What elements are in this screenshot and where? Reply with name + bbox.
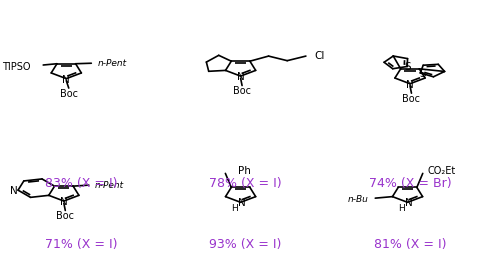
Text: Boc: Boc [60,88,78,98]
Text: TIPSO: TIPSO [2,62,30,72]
Text: Boc: Boc [233,86,251,96]
Text: n-Bu: n-Bu [348,194,369,203]
Text: N: N [406,80,414,89]
Text: N: N [237,72,245,82]
Text: 93% (X = I): 93% (X = I) [209,237,282,250]
Text: S: S [404,62,410,72]
Text: n-Pent: n-Pent [97,59,127,68]
Text: CO₂Et: CO₂Et [427,166,456,176]
Text: N: N [10,185,18,195]
Text: Cl: Cl [315,51,325,61]
Text: H: H [398,204,405,213]
Text: 74% (X = Br): 74% (X = Br) [369,177,451,189]
Text: N: N [62,74,70,84]
Text: Boc: Boc [403,93,420,103]
Text: 71% (X = I): 71% (X = I) [45,237,117,250]
Text: Boc: Boc [56,210,74,220]
Text: N: N [60,196,68,206]
Text: N: N [238,197,246,207]
Text: n-Pent: n-Pent [95,180,124,189]
Text: S: S [419,69,426,79]
Text: Ph: Ph [238,165,250,175]
Text: 83% (X = I): 83% (X = I) [45,177,117,189]
Text: 78% (X = I): 78% (X = I) [209,177,282,189]
Text: H: H [231,204,238,213]
Text: 81% (X = I): 81% (X = I) [374,237,446,250]
Text: N: N [405,197,413,207]
